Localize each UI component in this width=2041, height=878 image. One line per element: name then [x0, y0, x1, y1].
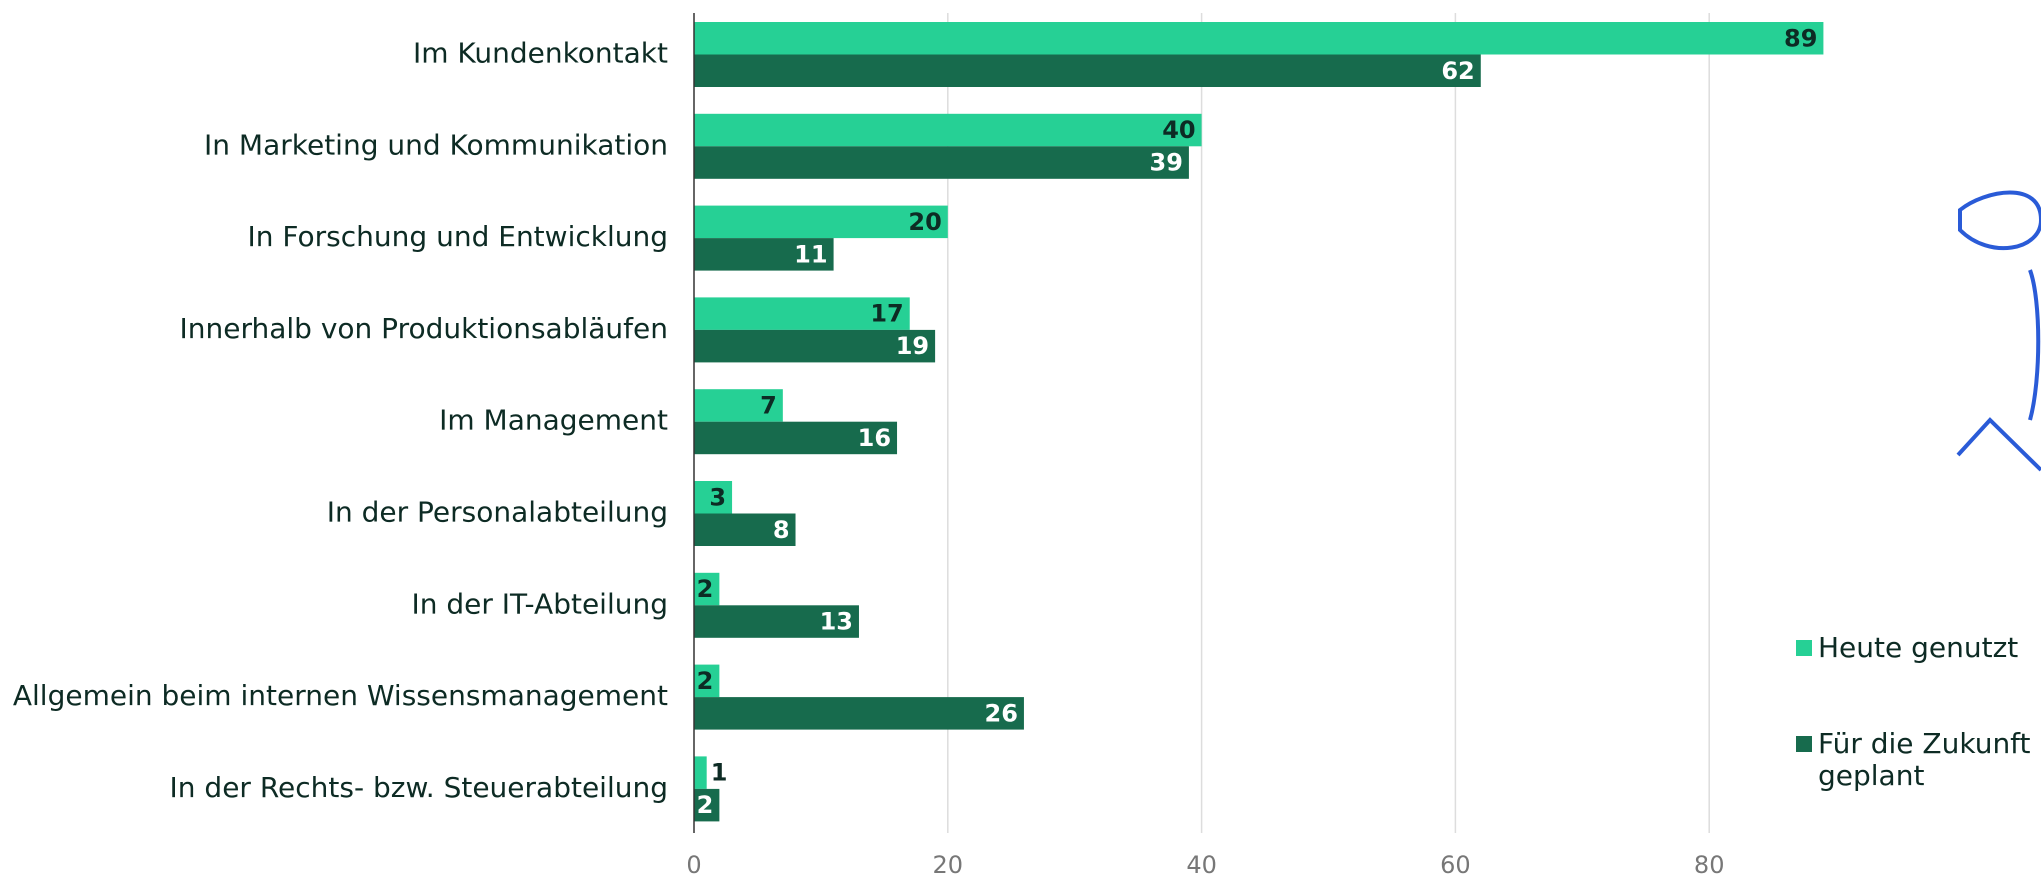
x-tick-label: 60: [1440, 851, 1471, 878]
data-label: 8: [773, 516, 790, 544]
bar: [694, 481, 733, 514]
bar: [694, 572, 720, 606]
data-label: 1: [711, 759, 728, 787]
data-label: 40: [1162, 116, 1195, 144]
bar: [694, 664, 720, 698]
data-label: 13: [820, 608, 853, 636]
y-tick-label: In der Rechts- bzw. Steuerabteilung: [170, 771, 668, 804]
bar: [694, 146, 1189, 179]
bar: [694, 513, 796, 546]
y-tick-label: Innerhalb von Produktionsabläufen: [179, 312, 668, 345]
data-label: 3: [709, 483, 726, 511]
x-tick-label: 0: [686, 851, 701, 878]
decorative-icon: [1956, 190, 2041, 472]
bar: [694, 238, 834, 271]
legend-item: Heute genutzt: [1796, 632, 2041, 664]
x-tick-label: 20: [933, 851, 964, 878]
x-tick-label: 80: [1694, 851, 1725, 878]
data-label: 2: [697, 667, 714, 695]
bar: [694, 54, 1481, 87]
bar: [694, 788, 720, 822]
legend-swatch: [1796, 736, 1812, 752]
bar: [694, 22, 1824, 55]
y-tick-label: Im Kundenkontakt: [413, 37, 668, 70]
data-label: 19: [896, 332, 929, 360]
y-tick-label: In der Personalabteilung: [327, 496, 668, 529]
data-label: 20: [908, 208, 941, 236]
y-tick-label: Allgemein beim internen Wissensmanagemen…: [13, 679, 668, 712]
data-label: 11: [794, 240, 827, 268]
bar: [694, 113, 1202, 147]
y-tick-label: In Marketing und Kommunikation: [204, 128, 668, 161]
legend-label: Heute genutzt: [1818, 631, 2019, 664]
data-label: 39: [1150, 149, 1183, 177]
legend-label: Für die Zukunft geplant: [1818, 727, 2031, 792]
bar: [694, 329, 936, 363]
x-tick-label: 40: [1186, 851, 1217, 878]
data-label: 2: [697, 575, 714, 603]
data-label: 16: [858, 424, 891, 452]
legend: Heute genutzt Für die Zukunft geplant: [1796, 632, 2041, 856]
bar: [694, 297, 910, 330]
data-label: 89: [1784, 24, 1817, 52]
data-label: 62: [1441, 57, 1474, 85]
bar: [694, 389, 783, 422]
y-tick-label: In Forschung und Entwicklung: [248, 220, 668, 253]
data-label: 26: [985, 699, 1018, 727]
legend-item: Für die Zukunft geplant: [1796, 728, 2041, 792]
legend-swatch: [1796, 640, 1812, 656]
bar: [694, 205, 948, 239]
data-label: 7: [760, 391, 777, 419]
bar: [694, 605, 859, 638]
bar: [694, 697, 1024, 730]
bar: [694, 756, 707, 789]
y-tick-label: In der IT-Abteilung: [411, 587, 668, 620]
y-tick-label: Im Management: [439, 404, 668, 437]
data-label: 2: [697, 791, 714, 819]
bar: [694, 421, 898, 455]
data-label: 17: [870, 300, 903, 328]
